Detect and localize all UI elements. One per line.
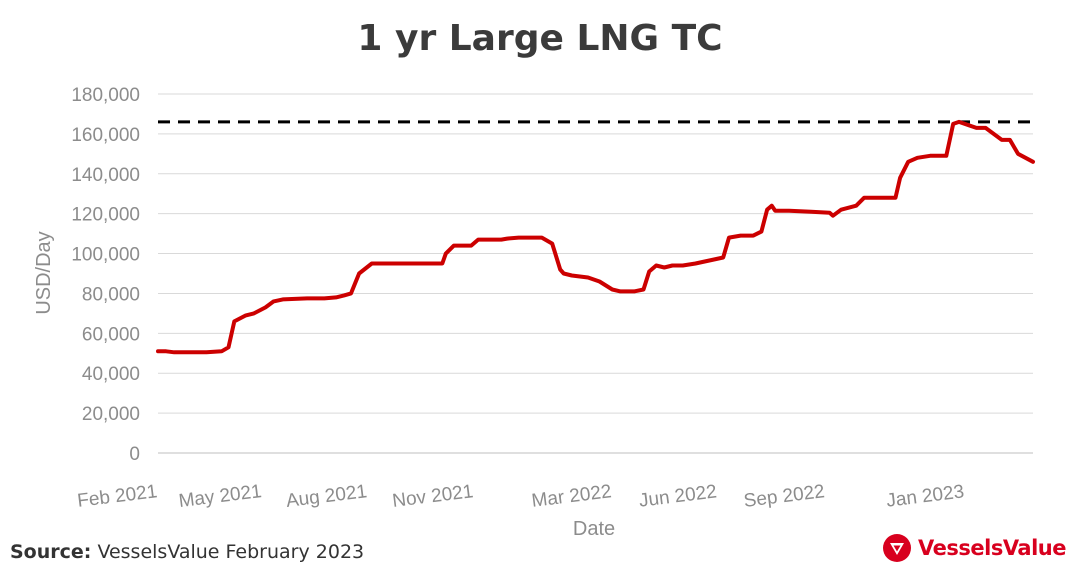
x-tick-labels: Feb 2021 May 2021 Aug 2021 Nov 2021 Mar 2022… bbox=[76, 481, 965, 512]
x-tick-label: May 2021 bbox=[178, 481, 263, 512]
y-axis-label: USD/Day bbox=[33, 231, 55, 314]
x-axis-label: Date bbox=[573, 518, 615, 540]
x-tick-label: Sep 2022 bbox=[743, 481, 826, 512]
y-tick-label: 160,000 bbox=[71, 125, 140, 146]
x-tick-label: Jan 2023 bbox=[885, 481, 965, 511]
series-line bbox=[156, 119, 1035, 355]
y-tick-label: 20,000 bbox=[82, 404, 140, 425]
y-tick-label: 0 bbox=[129, 444, 140, 465]
y-tick-label: 60,000 bbox=[82, 324, 140, 345]
y-tick-label: 100,000 bbox=[71, 245, 140, 266]
brand-logo: VesselsValue bbox=[882, 533, 1066, 563]
gridlines bbox=[158, 93, 1033, 454]
y-tick-label: 180,000 bbox=[71, 85, 140, 106]
x-tick-label: Feb 2021 bbox=[76, 481, 158, 512]
x-tick-label: Nov 2021 bbox=[391, 481, 474, 512]
x-tick-label: Aug 2021 bbox=[285, 481, 368, 512]
x-tick-label: Jun 2022 bbox=[638, 481, 718, 511]
brand-name: VesselsValue bbox=[918, 536, 1066, 560]
source-note: Source: VesselsValue February 2023 bbox=[10, 541, 364, 563]
vesselsvalue-logo-icon bbox=[883, 534, 912, 562]
y-tick-label: 80,000 bbox=[82, 284, 140, 305]
source-text: VesselsValue February 2023 bbox=[97, 541, 365, 563]
y-tick-labels: 0 20,000 40,000 60,000 80,000 100,000 120,000 1… bbox=[71, 85, 140, 465]
chart-title: 1 yr Large LNG TC bbox=[357, 18, 723, 59]
source-label: Source: bbox=[10, 541, 92, 563]
y-tick-label: 120,000 bbox=[71, 205, 140, 226]
y-tick-label: 40,000 bbox=[82, 364, 140, 385]
x-tick-label: Mar 2022 bbox=[530, 481, 612, 512]
series-line-group bbox=[156, 119, 1035, 355]
y-tick-label: 140,000 bbox=[71, 165, 140, 186]
